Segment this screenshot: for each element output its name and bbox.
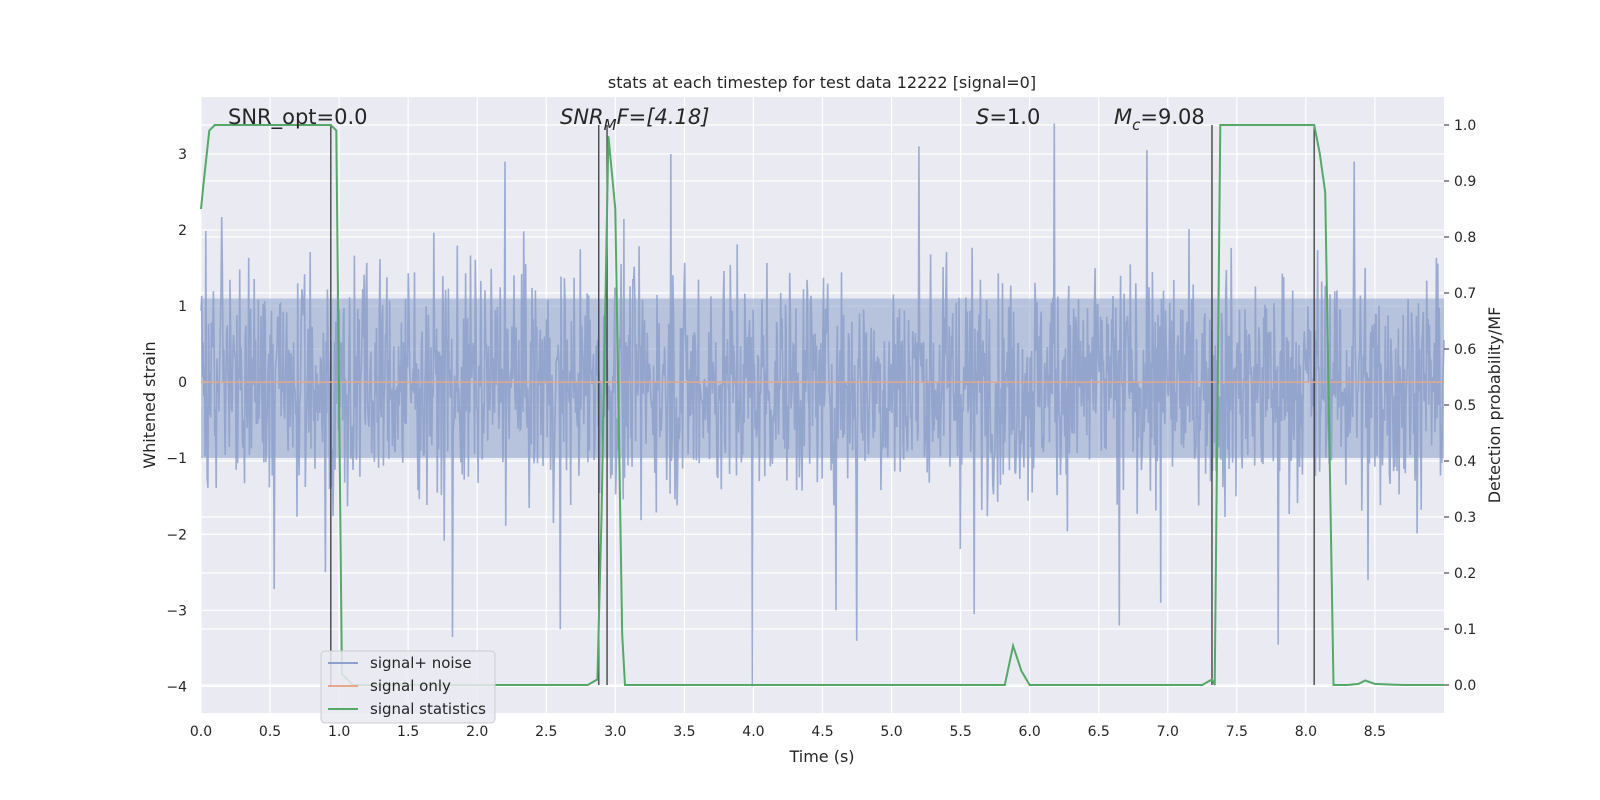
y-axis-label-left: Whitened strain [140, 341, 159, 468]
y-right-tick-label: 0.3 [1454, 510, 1476, 526]
x-tick-label: 8.0 [1295, 724, 1317, 740]
annotation-snr-mf-rest: F=[4.18] [617, 105, 710, 129]
signal-noise-series [200, 123, 1445, 687]
x-tick-label: 8.5 [1364, 724, 1386, 740]
legend: signal+ noise signal only signal statist… [320, 650, 496, 724]
x-tick-labels: 0.0 0.5 1.0 1.5 2.0 2.5 3.0 3.5 4.0 4.5 5.0 5.5 6.0 6… [190, 724, 1386, 740]
y-right-tick-label: 0.8 [1454, 230, 1476, 246]
series-signal-statistics-line [200, 124, 1444, 686]
x-tick-label: 7.0 [1157, 724, 1179, 740]
y-right-tick-label: 0.9 [1454, 174, 1476, 190]
y-left-tick-label: −2 [166, 527, 187, 543]
annotation-snr-opt: SNR_opt=0.0 [228, 105, 368, 130]
annotation-mc: Mc=9.08 [1114, 105, 1205, 134]
y-left-tick-label: −1 [166, 451, 187, 467]
y-left-tick-label: 1 [178, 299, 187, 315]
y-right-tick-label: 0.2 [1454, 566, 1476, 582]
y-left-tick-label: −3 [166, 603, 187, 619]
series-signal-noise-band [201, 298, 1444, 459]
y-left-tick-label: 2 [178, 223, 187, 239]
y-right-tick-label: 0.0 [1454, 678, 1476, 694]
y-left-tick-label: −4 [166, 679, 187, 695]
x-tick-label: 6.0 [1019, 724, 1041, 740]
y-left-tick-label: 3 [178, 147, 187, 163]
y-left-tick-labels: 3 2 1 0 −1 −2 −3 −4 [166, 147, 187, 695]
y-right-tick-label: 0.7 [1454, 286, 1476, 302]
x-tick-label: 6.5 [1088, 724, 1110, 740]
x-tick-label: 4.0 [742, 724, 764, 740]
legend-label-signal-noise: signal+ noise [370, 654, 472, 672]
annotation-snr-mf: SNRMF=[4.18] [560, 105, 709, 134]
y-right-tick-label: 0.4 [1454, 454, 1476, 470]
x-tick-label: 1.5 [397, 724, 419, 740]
x-tick-label: 5.5 [949, 724, 971, 740]
chart-title: stats at each timestep for test data 122… [608, 73, 1036, 92]
annotation-snr-mf-sub: M [604, 116, 617, 134]
x-tick-label: 5.0 [880, 724, 902, 740]
annotation-s-rest: =1.0 [989, 105, 1040, 129]
x-tick-label: 2.0 [466, 724, 488, 740]
y-right-tick-labels: 1.0 0.9 0.8 0.7 0.6 0.5 0.4 0.3 0.2 0.1 0.0 [1444, 118, 1476, 694]
x-tick-label: 7.5 [1226, 724, 1248, 740]
x-tick-label: 4.5 [811, 724, 833, 740]
x-tick-label: 1.0 [328, 724, 350, 740]
annotation-mc-sub: c [1132, 116, 1141, 134]
legend-box [320, 650, 496, 724]
y-axis-label-right: Detection probability/MF [1485, 307, 1504, 504]
y-right-tick-label: 0.6 [1454, 342, 1476, 358]
x-tick-label: 2.5 [535, 724, 557, 740]
y-left-tick-label: 0 [178, 375, 187, 391]
y-right-tick-label: 1.0 [1454, 118, 1476, 134]
legend-label-signal-statistics: signal statistics [370, 700, 486, 718]
line-series [200, 124, 1444, 686]
y-right-tick-label: 0.1 [1454, 622, 1476, 638]
legend-label-signal-only: signal only [370, 677, 451, 695]
x-axis-label: Time (s) [788, 747, 854, 766]
annotation-mc-var: M [1114, 105, 1132, 129]
annotation-s: S=1.0 [976, 105, 1040, 129]
y-right-tick-label: 0.5 [1454, 398, 1476, 414]
x-tick-label: 0.0 [190, 724, 212, 740]
annotation-snr-mf-var: SNR [560, 105, 604, 129]
x-tick-label: 3.0 [604, 724, 626, 740]
x-tick-label: 0.5 [259, 724, 281, 740]
annotation-s-var: S [976, 105, 989, 129]
annotation-mc-rest: =9.08 [1140, 105, 1204, 129]
x-tick-label: 3.5 [673, 724, 695, 740]
